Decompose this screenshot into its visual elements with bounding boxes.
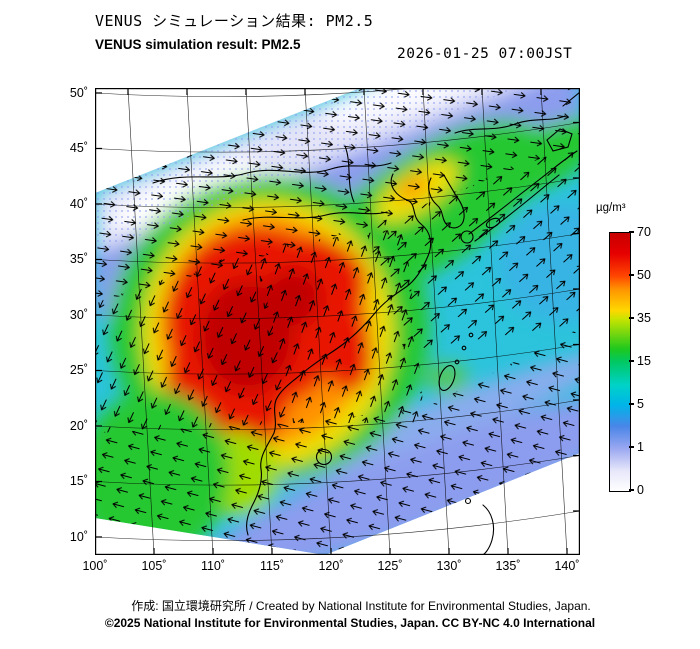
lat-tick-label: 25˚	[69, 363, 88, 377]
colorbar-tick-label: 70	[629, 225, 667, 239]
colorbar-tick-label: 5	[629, 397, 667, 411]
lon-tick-label: 100˚	[82, 559, 108, 573]
lon-tick-label: 120˚	[318, 559, 344, 573]
lon-tick-label: 125˚	[377, 559, 403, 573]
colorbar-unit-label: µg/m³	[596, 202, 626, 214]
lon-tick-label: 115˚	[259, 559, 285, 573]
lon-tick-label: 110˚	[200, 559, 226, 573]
lat-tick-label: 15˚	[69, 474, 88, 488]
lat-tick-label: 10˚	[69, 530, 88, 544]
simulation-datetime: 2026-01-25 07:00JST	[397, 46, 573, 62]
lat-tick-label: 35˚	[69, 252, 88, 266]
colorbar-tick-label: 1	[629, 440, 667, 454]
colorbar	[609, 232, 631, 492]
wind-vector-arrows	[95, 0, 580, 555]
lat-tick-label: 40˚	[69, 197, 88, 211]
lon-tick-label: 140˚	[554, 559, 580, 573]
map-canvas	[94, 0, 581, 556]
colorbar-tick-label: 35	[629, 311, 667, 325]
colorbar-tick-label: 15	[629, 354, 667, 368]
colorbar-tick-label: 0	[629, 483, 667, 497]
lon-tick-label: 130˚	[436, 559, 462, 573]
page-title-japanese: VENUS シミュレーション結果: PM2.5	[95, 12, 374, 30]
axis-ticks	[95, 88, 580, 555]
pm25-map-svg	[94, 0, 581, 556]
license-line: ©2025 National Institute for Environment…	[104, 616, 596, 630]
lat-tick-label: 30˚	[69, 308, 88, 322]
lat-tick-label: 20˚	[69, 419, 88, 433]
lat-tick-label: 45˚	[69, 141, 88, 155]
lat-tick-label: 50˚	[69, 86, 88, 100]
lon-tick-label: 105˚	[141, 559, 167, 573]
lon-tick-label: 135˚	[495, 559, 521, 573]
page-title-english: VENUS simulation result: PM2.5	[95, 37, 301, 52]
colorbar-tick-label: 50	[629, 268, 667, 282]
credit-line: 作成: 国立環境研究所 / Created by National Instit…	[131, 599, 591, 613]
map-border	[94, 87, 581, 556]
